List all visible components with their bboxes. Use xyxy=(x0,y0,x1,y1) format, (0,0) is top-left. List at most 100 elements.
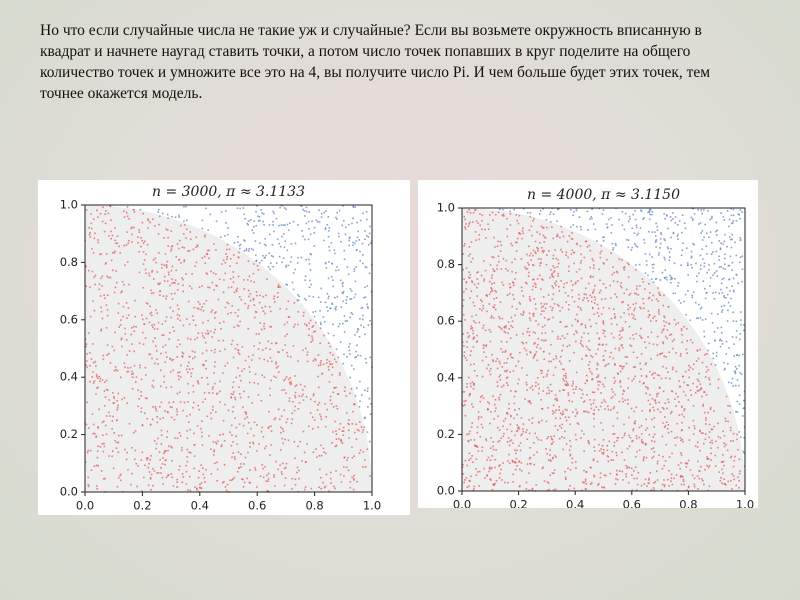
random-point xyxy=(490,291,492,293)
random-point xyxy=(91,247,93,250)
random-point xyxy=(182,324,185,327)
random-point xyxy=(495,296,498,299)
random-point xyxy=(723,240,726,243)
random-point xyxy=(176,346,178,348)
random-point xyxy=(525,381,528,384)
random-point xyxy=(152,292,155,294)
random-point xyxy=(247,260,250,262)
random-point xyxy=(224,486,227,488)
random-point xyxy=(565,419,568,422)
random-point xyxy=(190,375,192,378)
random-point xyxy=(718,339,721,342)
random-point xyxy=(335,269,337,272)
random-point xyxy=(575,438,578,441)
random-point xyxy=(166,280,169,282)
random-point xyxy=(176,392,179,395)
random-point xyxy=(475,314,477,316)
random-point xyxy=(473,305,476,307)
random-point xyxy=(487,408,489,411)
random-point xyxy=(697,389,700,392)
random-point xyxy=(150,292,153,295)
random-point xyxy=(512,442,514,444)
random-point xyxy=(516,449,518,452)
random-point xyxy=(738,479,740,482)
random-point xyxy=(358,429,360,432)
random-point xyxy=(137,389,140,392)
random-point xyxy=(210,417,213,420)
random-point xyxy=(471,281,474,284)
random-point xyxy=(501,366,504,368)
random-point xyxy=(656,395,658,398)
random-point xyxy=(713,262,716,265)
random-point xyxy=(101,317,104,320)
random-point xyxy=(103,420,105,423)
random-point xyxy=(707,342,710,345)
random-point xyxy=(517,426,520,428)
random-point xyxy=(612,308,615,310)
random-point xyxy=(484,228,486,231)
random-point xyxy=(319,364,322,366)
random-point xyxy=(576,411,579,414)
random-point xyxy=(227,312,229,315)
random-point xyxy=(141,318,144,321)
random-point xyxy=(524,266,526,269)
random-point xyxy=(737,476,739,479)
random-point xyxy=(728,218,731,221)
random-point xyxy=(310,487,313,490)
random-point xyxy=(723,219,726,221)
random-point xyxy=(526,211,529,214)
random-point xyxy=(517,427,519,429)
random-point xyxy=(502,384,505,387)
random-point xyxy=(522,295,525,297)
random-point xyxy=(640,210,643,213)
random-point xyxy=(272,210,274,213)
random-point xyxy=(728,264,731,267)
random-point xyxy=(554,425,557,427)
random-point xyxy=(732,432,735,435)
random-point xyxy=(598,268,600,271)
random-point xyxy=(738,384,740,387)
random-point xyxy=(515,365,517,367)
random-point xyxy=(156,328,159,330)
random-point xyxy=(87,483,90,486)
random-point xyxy=(490,468,492,470)
random-point xyxy=(332,285,335,288)
random-point xyxy=(723,296,726,299)
random-point xyxy=(361,318,364,321)
random-point xyxy=(166,430,169,433)
random-point xyxy=(659,279,662,281)
random-point xyxy=(468,271,470,273)
random-point xyxy=(684,293,687,296)
random-point xyxy=(171,282,173,285)
random-point xyxy=(161,476,164,479)
random-point xyxy=(246,416,249,418)
random-point xyxy=(621,368,624,370)
random-point xyxy=(151,418,154,421)
random-point xyxy=(594,228,597,231)
random-point xyxy=(88,226,90,229)
random-point xyxy=(175,269,178,272)
random-point xyxy=(529,215,532,218)
random-point xyxy=(357,354,359,357)
random-point xyxy=(720,242,722,245)
random-point xyxy=(609,472,612,475)
random-point xyxy=(238,244,241,247)
random-point xyxy=(601,444,604,447)
random-point xyxy=(612,357,615,360)
random-point xyxy=(97,241,100,244)
random-point xyxy=(709,406,712,409)
random-point xyxy=(305,395,308,398)
random-point xyxy=(172,358,174,361)
random-point xyxy=(113,369,116,372)
random-point xyxy=(367,406,369,408)
random-point xyxy=(247,396,250,399)
random-point xyxy=(721,482,723,485)
random-point xyxy=(349,480,352,483)
random-point xyxy=(537,249,539,252)
random-point xyxy=(303,451,306,454)
random-point xyxy=(105,433,108,436)
random-point xyxy=(533,463,536,466)
random-point xyxy=(155,350,158,352)
random-point xyxy=(313,419,316,421)
random-point xyxy=(201,435,203,438)
